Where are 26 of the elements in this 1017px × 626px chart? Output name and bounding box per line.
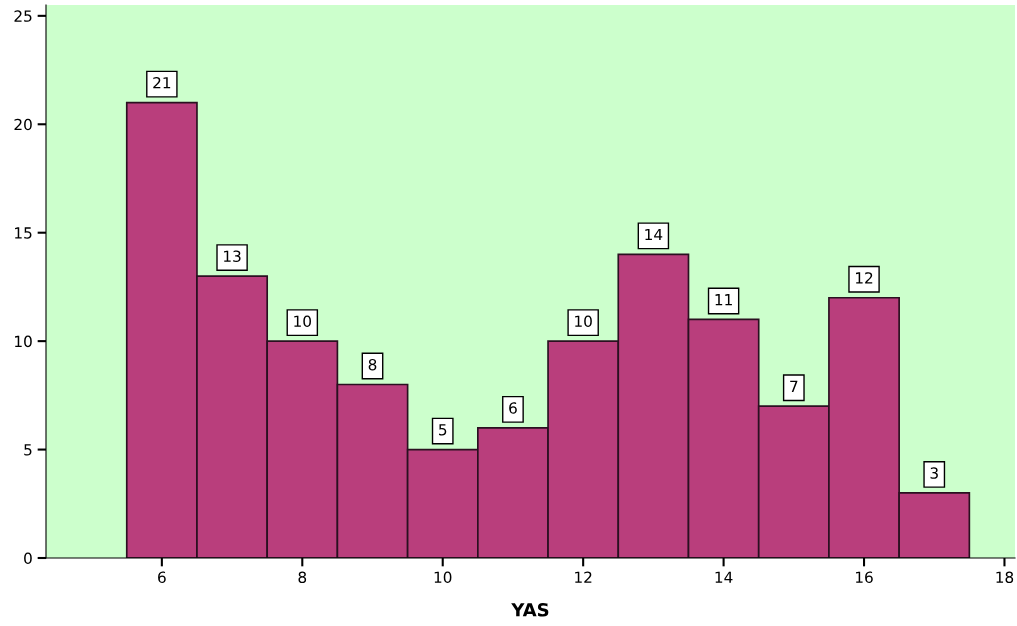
data-label: 8 bbox=[368, 358, 377, 371]
x-axis-title: YAS bbox=[511, 602, 549, 617]
data-label: 10 bbox=[575, 315, 592, 328]
x-tick-label: 12 bbox=[575, 571, 592, 583]
y-tick-label: 5 bbox=[24, 444, 32, 456]
x-tick-label: 8 bbox=[298, 571, 307, 584]
data-label: 3 bbox=[930, 467, 938, 479]
data-label: 13 bbox=[224, 250, 241, 263]
y-tick-label: 20 bbox=[14, 118, 32, 131]
data-label: 5 bbox=[439, 424, 447, 436]
data-label: 11 bbox=[715, 294, 732, 306]
x-tick-label: 14 bbox=[715, 571, 733, 583]
data-label: 10 bbox=[294, 315, 311, 328]
data-label: 6 bbox=[509, 402, 517, 414]
data-label: 14 bbox=[645, 228, 663, 241]
y-tick-label: 0 bbox=[24, 552, 32, 565]
data-label: 12 bbox=[855, 272, 873, 284]
x-tick-label: 10 bbox=[434, 571, 452, 584]
y-tick-label: 15 bbox=[15, 227, 32, 239]
data-label: 21 bbox=[153, 76, 171, 89]
x-tick-label: 18 bbox=[996, 571, 1014, 584]
y-tick-label: 10 bbox=[15, 335, 32, 348]
y-tick-label: 25 bbox=[14, 10, 32, 22]
data-label: 7 bbox=[790, 380, 798, 392]
x-tick-label: 6 bbox=[158, 571, 166, 584]
x-tick-label: 16 bbox=[855, 571, 873, 584]
